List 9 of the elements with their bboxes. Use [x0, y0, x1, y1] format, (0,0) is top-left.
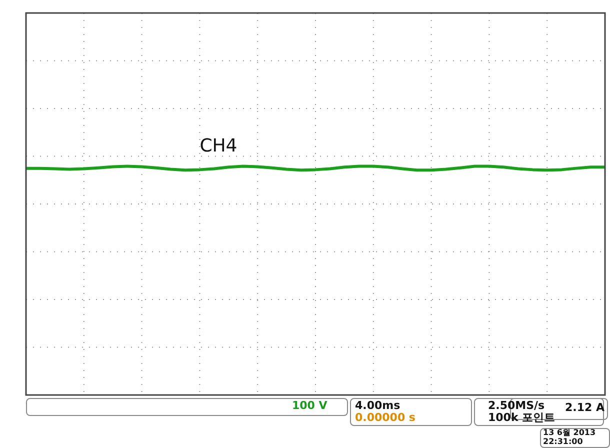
series-label: CH4	[200, 135, 238, 156]
text: 2.12 A	[565, 401, 604, 414]
text: 4.00ms	[355, 399, 400, 412]
text: 100k 포인트	[488, 411, 556, 424]
text: 2.50MS/s	[488, 399, 545, 412]
text: 22:31:00	[543, 437, 583, 446]
text: 0.00000 s	[355, 411, 416, 424]
text: 13 6월 2013	[543, 428, 596, 437]
text: 100 V	[292, 399, 328, 412]
